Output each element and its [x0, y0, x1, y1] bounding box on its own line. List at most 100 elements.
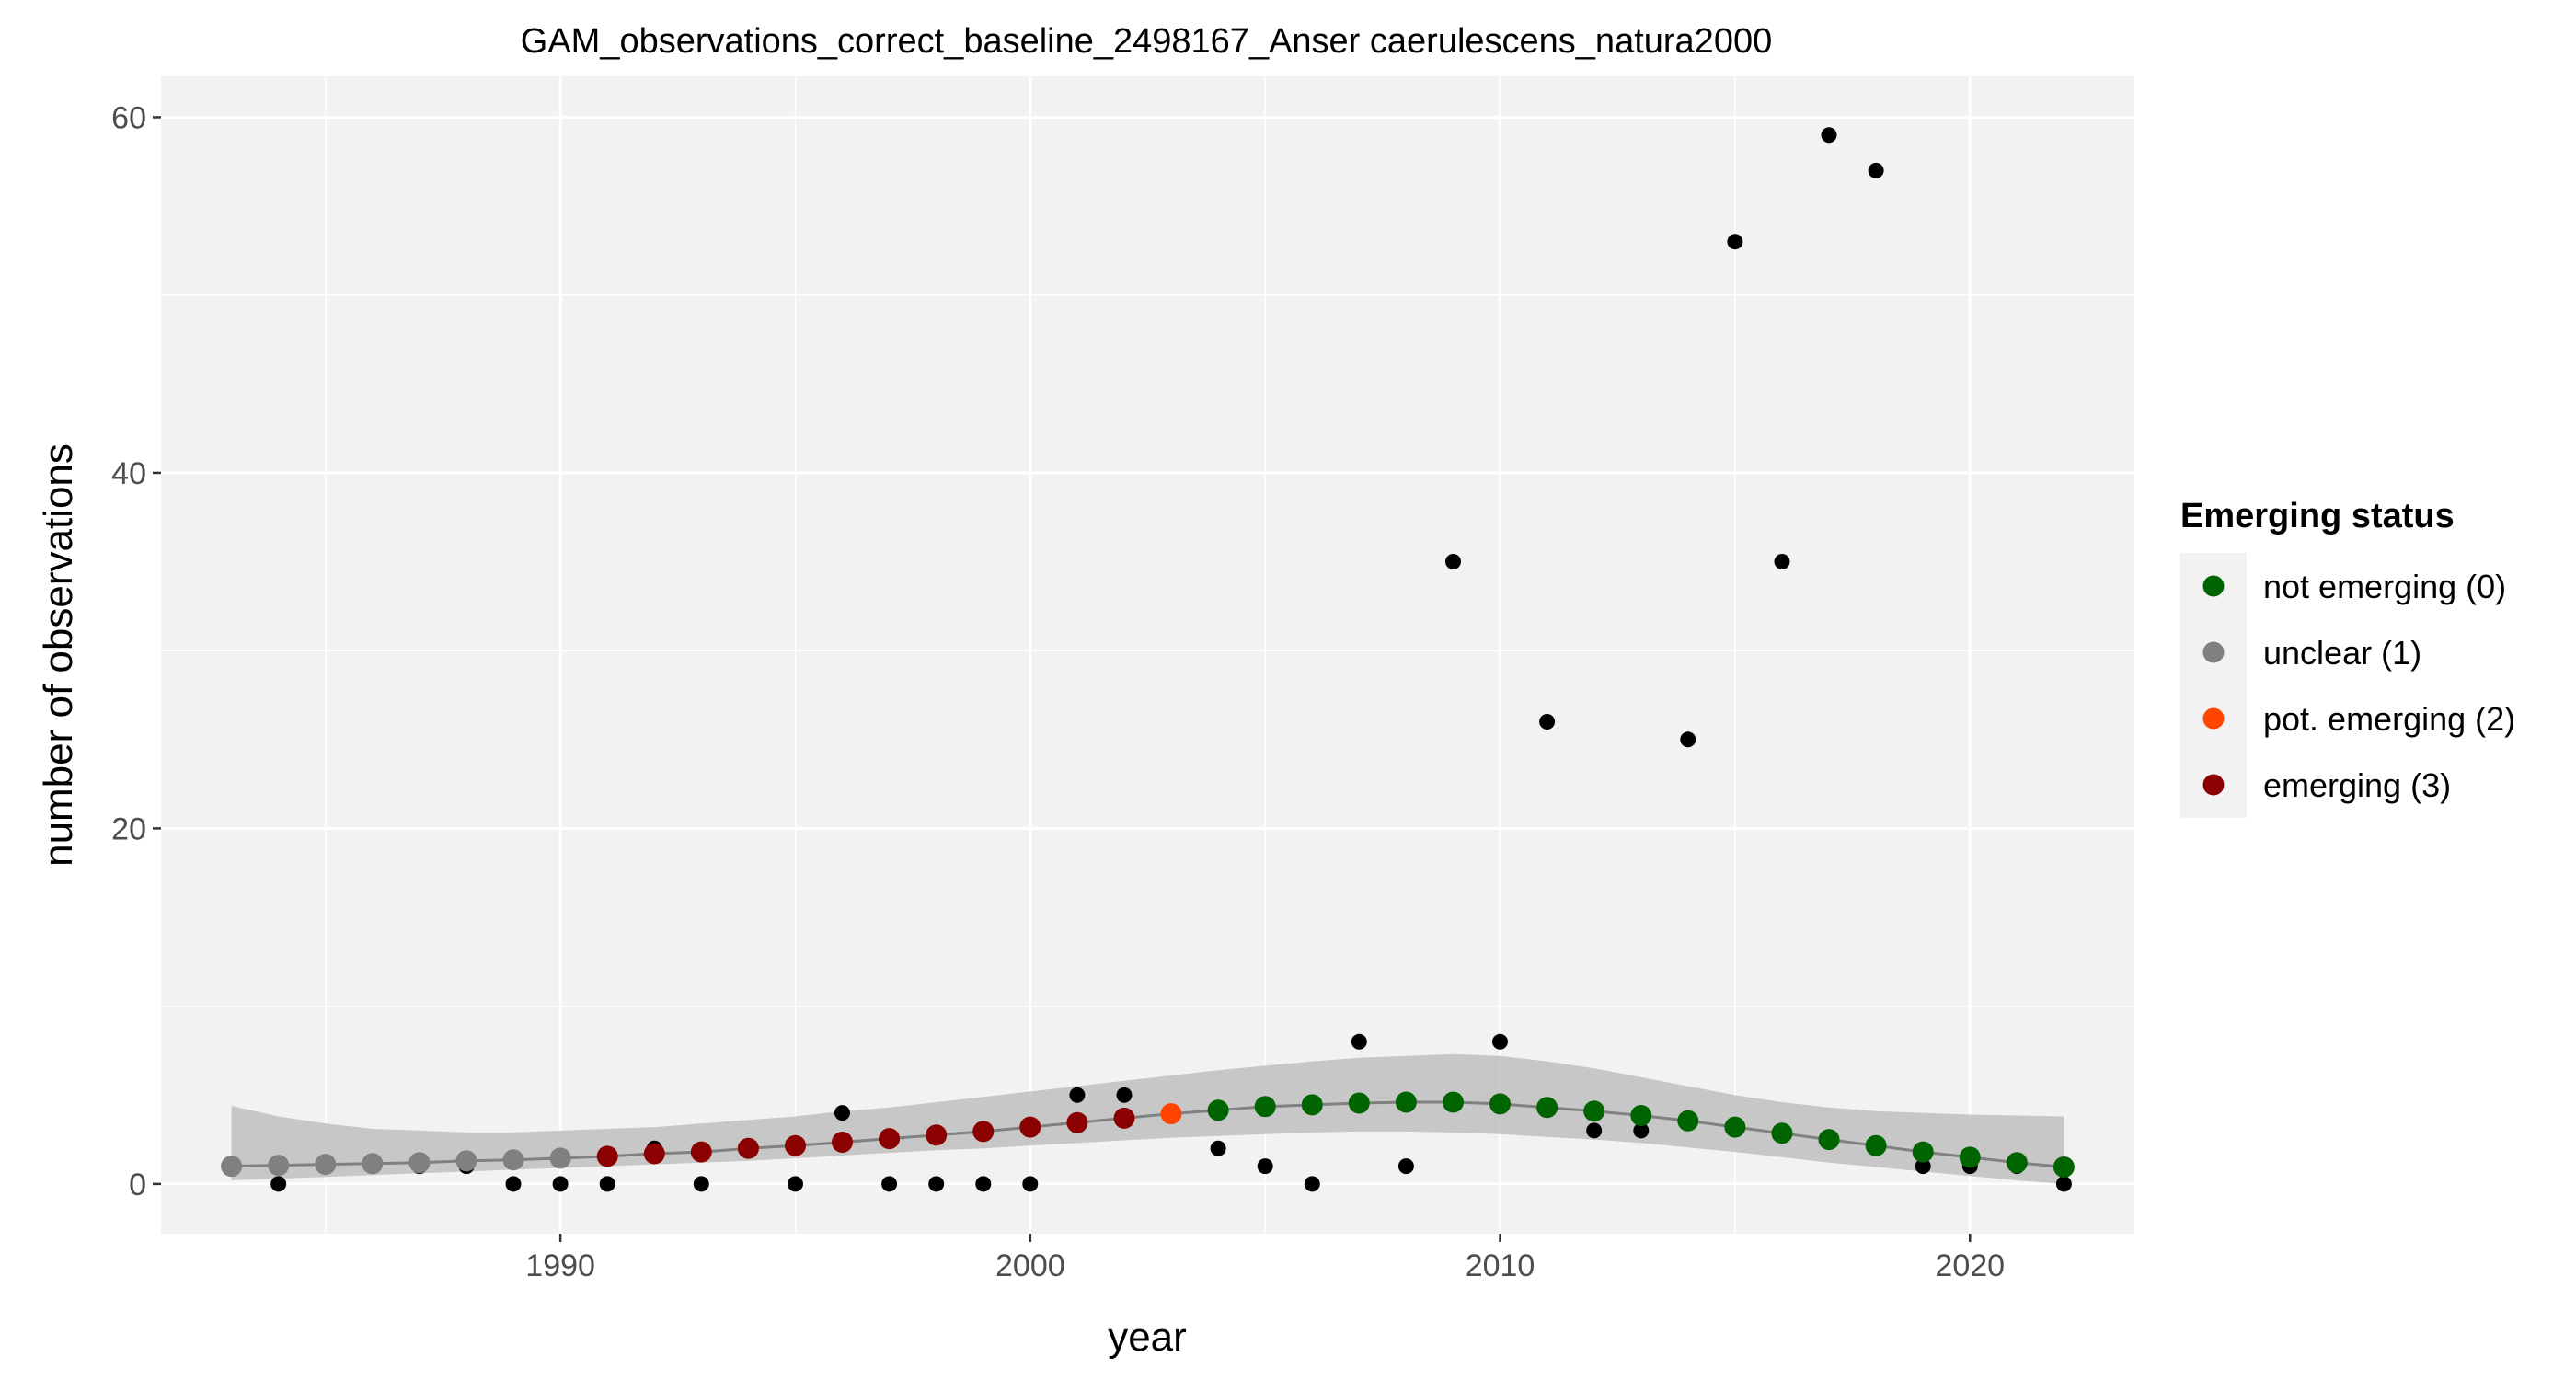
grid-major — [161, 76, 2134, 1234]
legend-label: pot. emerging (2) — [2263, 700, 2515, 738]
chart-title: GAM_observations_correct_baseline_249816… — [521, 22, 1772, 61]
gam-fit-point — [455, 1150, 477, 1172]
gam-fit-point — [785, 1134, 806, 1156]
legend-title: Emerging status — [2180, 497, 2455, 535]
y-axis-title: number of observations — [36, 443, 81, 867]
observation-point — [1445, 554, 1461, 569]
gam-fit-point — [1912, 1141, 1934, 1163]
x-tick-label: 2010 — [1466, 1248, 1535, 1283]
observation-point — [270, 1176, 287, 1192]
gam-fit-point — [502, 1149, 524, 1171]
legend-label: emerging (3) — [2263, 766, 2451, 804]
legend-key — [2202, 575, 2225, 597]
gam-fit-point — [1724, 1116, 1746, 1138]
gam-fit-point — [1677, 1110, 1699, 1132]
x-axis: 1990 2000 2010 2020 — [525, 1234, 2005, 1283]
legend-key-background — [2180, 553, 2247, 818]
gam-fit-point — [1489, 1093, 1511, 1115]
gam-fit-point — [1771, 1122, 1793, 1144]
observation-point — [1821, 127, 1837, 144]
observation-point — [552, 1176, 569, 1192]
observation-point — [1257, 1158, 1273, 1175]
gam-fit-point — [690, 1141, 712, 1163]
observation-point — [1586, 1122, 1603, 1139]
gam-fit-point — [2006, 1152, 2028, 1174]
legend-key — [2202, 707, 2225, 730]
observation-point — [599, 1176, 615, 1192]
x-tick-label: 2000 — [995, 1248, 1065, 1283]
gam-fit-point — [1019, 1116, 1041, 1138]
gam-fit-point — [1583, 1100, 1605, 1122]
observation-point — [788, 1176, 803, 1192]
observation-point — [1774, 554, 1790, 569]
y-axis: 0 20 40 60 — [111, 100, 161, 1202]
gam-fit-point — [1207, 1099, 1229, 1121]
legend-items: not emerging (0) unclear (1) pot. emerging… — [2202, 568, 2515, 804]
observation-point — [1915, 1158, 1931, 1175]
observation-point — [1022, 1176, 1039, 1192]
y-tick-label: 20 — [111, 811, 146, 846]
gam-fit-point — [1113, 1107, 1135, 1129]
gam-fit-point — [737, 1137, 759, 1159]
legend-label: unclear (1) — [2263, 634, 2421, 672]
observation-point — [693, 1176, 709, 1192]
observation-point — [1680, 731, 1696, 748]
gam-fit-point — [221, 1156, 243, 1178]
observation-point — [881, 1176, 898, 1192]
gam-fit-point — [832, 1132, 853, 1153]
gam-line-layer — [231, 1100, 2064, 1168]
observation-point — [1397, 1158, 1414, 1175]
gam-fit-point — [362, 1153, 384, 1175]
gam-fit-point — [408, 1152, 431, 1174]
gam-fit-point — [315, 1154, 337, 1176]
gam-fit-point — [1443, 1091, 1464, 1113]
observation-point — [1116, 1087, 1133, 1103]
gam-fit-point — [1959, 1146, 1981, 1168]
gam-fit-point — [1818, 1129, 1840, 1151]
observation-point — [1727, 234, 1743, 250]
gam-fit-points — [221, 1091, 2075, 1178]
legend-label: not emerging (0) — [2263, 568, 2506, 605]
observation-point — [1069, 1087, 1086, 1103]
gam-fit-point — [1630, 1105, 1652, 1126]
observation-point — [975, 1176, 992, 1192]
x-tick-label: 1990 — [525, 1248, 595, 1283]
gam-fit-point — [643, 1143, 665, 1165]
gam-fit-point — [1395, 1091, 1417, 1113]
gam-fit-point — [1348, 1092, 1370, 1114]
gam-fit-point — [1865, 1134, 1887, 1156]
x-tick-label: 2020 — [1935, 1248, 2005, 1283]
gam-fit-point — [926, 1124, 948, 1146]
y-tick-label: 60 — [111, 100, 146, 135]
observation-point — [1633, 1122, 1650, 1139]
observation-point — [1868, 162, 1884, 178]
observation-point — [834, 1105, 850, 1121]
observation-point — [1304, 1176, 1320, 1192]
legend-key — [2202, 774, 2225, 796]
plot-panel — [161, 76, 2134, 1234]
gam-fit-point — [596, 1145, 618, 1167]
observation-point — [2055, 1176, 2072, 1192]
gam-fit-point — [972, 1121, 995, 1143]
observation-point — [1492, 1033, 1508, 1050]
gam-fit-point — [1160, 1103, 1182, 1125]
gam-fit-point — [2053, 1156, 2075, 1178]
gam-fit-point — [549, 1147, 571, 1169]
gam-fit-point — [1066, 1111, 1088, 1133]
y-tick-label: 40 — [111, 456, 146, 491]
y-tick-label: 0 — [129, 1167, 146, 1202]
gam-fit-point — [1536, 1097, 1558, 1119]
gam-fit-point — [879, 1128, 901, 1150]
observation-point — [928, 1176, 945, 1192]
x-axis-title: year — [1108, 1315, 1187, 1360]
gam-fit-point — [268, 1155, 290, 1177]
gam-fit-point — [1254, 1096, 1276, 1118]
observation-point — [505, 1176, 522, 1192]
legend-key — [2202, 641, 2225, 663]
gam-fit-point — [1301, 1094, 1323, 1116]
legend: Emerging status not emerging (0) unclear … — [2180, 497, 2515, 818]
observation-point — [1210, 1140, 1226, 1156]
observation-point — [1351, 1033, 1367, 1050]
gam-line — [231, 1100, 2064, 1168]
